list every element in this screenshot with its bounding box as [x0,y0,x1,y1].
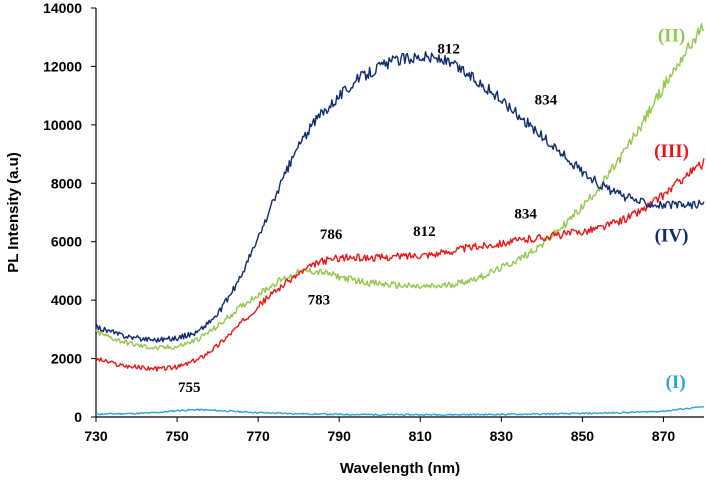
y-tick-label: 4000 [51,292,82,308]
y-tick-label: 8000 [51,175,82,191]
series-ii-line [95,22,705,351]
y-tick-label: 6000 [51,234,82,250]
peak-annotation: 812 [437,41,460,57]
y-axis-title: PL Intensity (a.u) [5,152,22,273]
y-tick-label: 10000 [43,117,82,133]
y-tick-label: 12000 [43,58,82,74]
y-tick-label: 0 [74,409,82,425]
y-tick-label: 14000 [43,0,82,16]
series-label: (III) [654,141,689,162]
x-axis-title: Wavelength (nm) [340,460,460,477]
x-tick-label: 730 [84,428,108,444]
series-iii-line [95,158,705,372]
x-tick-label: 750 [165,428,189,444]
peak-annotation: 755 [178,380,201,396]
x-tick-label: 790 [328,428,352,444]
series-iv-line [95,51,705,343]
x-tick-label: 810 [409,428,433,444]
annotations: 755 783 786 812 834 812 834 (I) (II) (III) (IV) [178,26,689,397]
series-i-line [95,405,705,417]
axes: 0 2000 4000 6000 8000 10000 12000 14000 730 750 77… [43,0,704,444]
x-tick-label: 870 [652,428,676,444]
x-tick-label: 770 [246,428,270,444]
series-label: (I) [666,372,686,393]
series-layer [95,22,705,417]
series-label: (II) [658,26,685,47]
x-tick-label: 850 [571,428,595,444]
x-tick-label: 830 [490,428,514,444]
peak-annotation: 786 [320,227,343,243]
peak-annotation: 834 [535,92,558,108]
peak-annotation: 783 [308,293,331,309]
peak-annotation: 812 [413,224,436,240]
series-label: (IV) [655,226,689,247]
y-tick-label: 2000 [51,351,82,367]
peak-annotation: 834 [514,206,537,222]
